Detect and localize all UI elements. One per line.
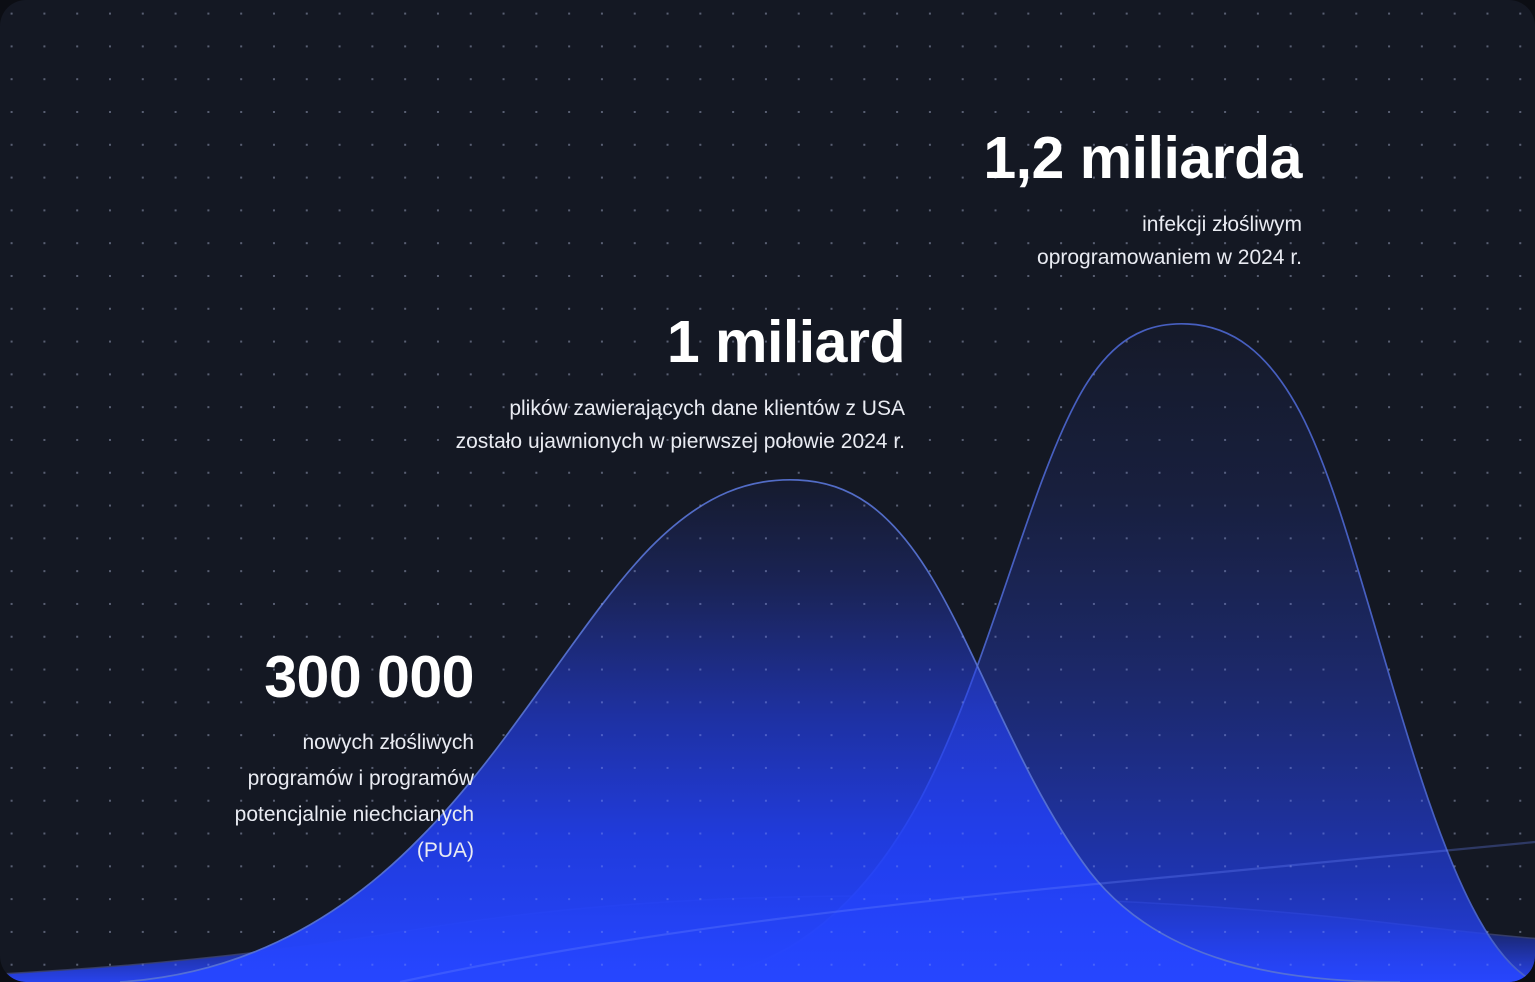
stat-description-line: zostało ujawnionych w pierwszej połowie … (455, 430, 905, 453)
stat-description: infekcji złośliwym oprogramowaniem w 202… (742, 208, 1302, 274)
stat-description-line: oprogramowaniem w 2024 r. (1037, 246, 1302, 269)
stat-description-line: infekcji złośliwym (1142, 213, 1302, 236)
stat-description-line: programów i programów (247, 767, 474, 790)
stat-value: 300 000 (264, 644, 474, 710)
stat-malware-infections: 1,2 miliarda infekcji złośliwym oprogram… (742, 122, 1302, 274)
stat-description-line: nowych złośliwych (302, 731, 474, 754)
stat-description: plików zawierających dane klientów z USA… (205, 392, 905, 458)
stat-description-line: (PUA) (416, 839, 474, 862)
stat-exposed-files: 1 miliard plików zawierających dane klie… (205, 306, 906, 458)
stat-description: nowych złośliwych programów i programów … (0, 725, 474, 869)
stat-value: 1 miliard (666, 309, 906, 375)
stat-description-line: potencjalnie niechcianych (234, 803, 474, 826)
stat-new-pua: 300 000 nowych złośliwych programów i pr… (0, 641, 475, 869)
stat-description-line: plików zawierających dane klientów z USA (509, 397, 905, 420)
stat-value: 1,2 miliarda (983, 125, 1302, 191)
